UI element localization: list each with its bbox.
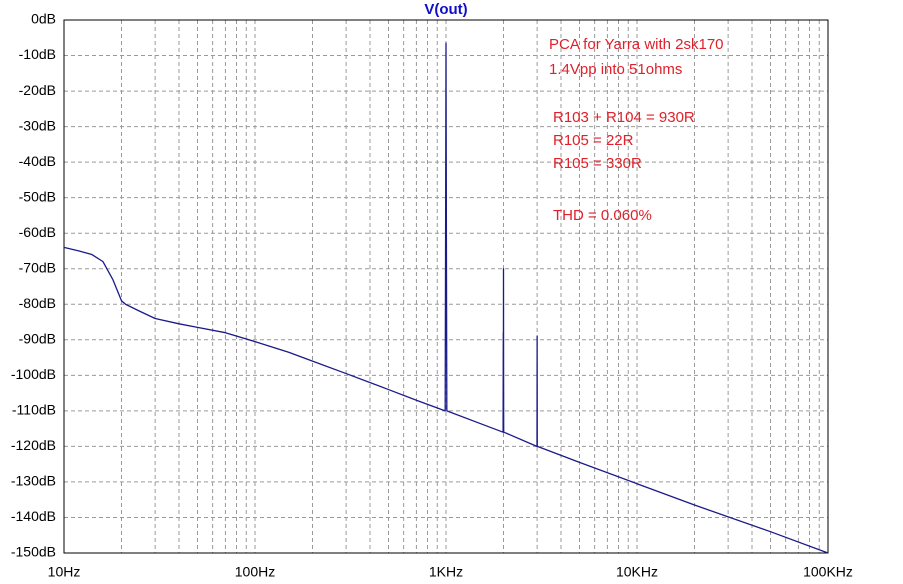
annotation: R105 = 22R — [553, 132, 634, 149]
annotation: 1.4Vpp into 51ohms — [549, 61, 682, 78]
y-tick-label: -20dB — [19, 82, 56, 98]
y-tick-label: -140dB — [11, 508, 56, 524]
y-tick-label: -40dB — [19, 153, 56, 169]
trace — [63, 42, 829, 554]
plot-frame — [63, 19, 829, 554]
x-tick-label: 1KHz — [429, 564, 463, 580]
x-tick-label: 10Hz — [48, 564, 81, 580]
annotation: R105 = 330R — [553, 155, 642, 172]
y-tick-label: -150dB — [11, 544, 56, 560]
annotation: R103 + R104 = 930R — [553, 109, 695, 126]
y-tick-label: -30dB — [19, 117, 56, 133]
y-tick-label: -80dB — [19, 295, 56, 311]
y-tick-label: 0dB — [31, 11, 56, 27]
y-tick-label: -70dB — [19, 259, 56, 275]
x-tick-label: 10KHz — [616, 564, 658, 580]
trace-label: V(out) — [424, 1, 467, 18]
y-tick-label: -110dB — [12, 402, 56, 418]
x-tick-label: 100Hz — [235, 564, 275, 580]
y-tick-label: -50dB — [19, 188, 56, 204]
y-tick-label: -10dB — [19, 46, 56, 62]
annotation: PCA for Yarra with 2sk170 — [549, 36, 724, 53]
y-tick-label: -100dB — [11, 366, 56, 382]
annotation: THD = 0.060% — [553, 207, 652, 224]
y-tick-label: -60dB — [19, 224, 56, 240]
y-tick-label: -130dB — [11, 473, 56, 489]
y-tick-label: -120dB — [11, 437, 56, 453]
y-tick-label: -90dB — [19, 331, 56, 347]
x-tick-label: 100KHz — [803, 564, 853, 580]
